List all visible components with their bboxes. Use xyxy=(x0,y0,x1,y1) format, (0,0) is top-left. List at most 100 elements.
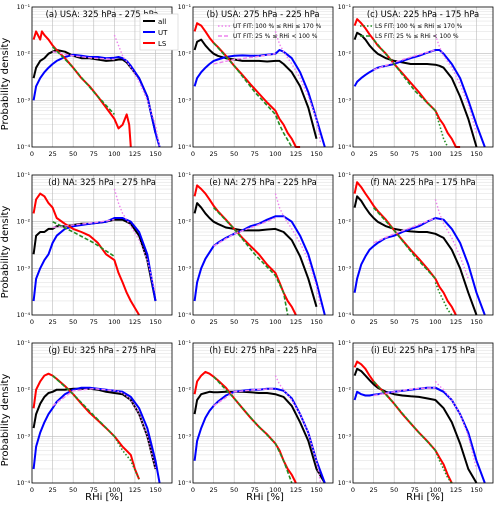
series-line-ut-fit xyxy=(213,217,276,247)
x-tick-label: 25 xyxy=(369,318,377,326)
x-tick-label: 75 xyxy=(90,318,98,326)
series-line-ls xyxy=(193,22,301,148)
series-line-ls-fit xyxy=(52,46,115,115)
series-line-ut-fit xyxy=(434,380,478,470)
x-tick-label: 75 xyxy=(251,150,259,158)
y-tick-label: 10⁻¹ xyxy=(338,4,352,11)
series-line-ut-fit xyxy=(213,388,276,407)
x-tick-label: 125 xyxy=(290,486,302,494)
y-tick-label: 10⁻¹ xyxy=(338,172,352,179)
x-tick-label: 0 xyxy=(30,150,34,158)
y-tick-label: 10⁻¹ xyxy=(17,4,31,11)
y-tick-label: 10⁻⁴ xyxy=(338,312,352,319)
series-line-ut-fit xyxy=(373,49,436,71)
x-tick-label: 75 xyxy=(90,486,98,494)
x-tick-label: 50 xyxy=(230,486,238,494)
series-line-ls-fit xyxy=(373,380,436,451)
ylabel-row-2: Probability density xyxy=(0,206,11,299)
plot-frame xyxy=(31,342,173,484)
x-tick-label: 50 xyxy=(390,486,398,494)
x-tick-label: 150 xyxy=(310,150,322,158)
y-tick-label: 10⁻² xyxy=(17,219,31,226)
legend-ut-fit: UT FIT: 100 % ≤ RHi ≤ 170 % UT FIT: 25 %… xyxy=(218,23,322,40)
x-tick-label: 0 xyxy=(191,150,195,158)
series-line-ls-fit xyxy=(213,42,293,148)
panel-7: 0 25 50 75 100 125 150 10⁻⁴ 10⁻³ 10⁻² 10⁻¹ (h) EU: … xyxy=(178,340,334,494)
y-tick-label: 10⁻² xyxy=(178,51,192,58)
y-tick-label: 10⁻¹ xyxy=(17,340,31,347)
panel-title: (g) EU: 325 hPa - 275 hPa xyxy=(48,345,155,355)
series-line-ut-fit xyxy=(52,51,115,61)
xlabel-col-1: RHi [%] xyxy=(85,492,123,503)
y-tick-label: 10⁻⁴ xyxy=(178,144,192,151)
plot-frame xyxy=(352,174,494,316)
x-tick-label: 50 xyxy=(69,150,77,158)
panel-6: 0 25 50 75 100 125 150 10⁻⁴ 10⁻³ 10⁻² 10⁻¹ (g) EU: … xyxy=(17,340,173,494)
y-tick-label: 10⁻² xyxy=(17,51,31,58)
x-tick-label: 0 xyxy=(351,150,355,158)
x-tick-label: 0 xyxy=(30,486,34,494)
series-line-ut xyxy=(353,217,486,316)
x-tick-label: 25 xyxy=(48,318,56,326)
series-line-all xyxy=(353,31,478,148)
x-tick-label: 0 xyxy=(30,318,34,326)
x-tick-label: 150 xyxy=(149,318,161,326)
x-tick-label: 150 xyxy=(470,318,482,326)
series-line-ls-fit xyxy=(373,207,436,280)
series-line-ls xyxy=(32,192,140,316)
y-tick-label: 10⁻¹ xyxy=(178,4,192,11)
panel-title: (h) EU: 275 hPa - 225 hPa xyxy=(209,345,316,355)
series-line-ut xyxy=(32,386,161,484)
panel-title: (d) NA: 325 hPa - 275 hPa xyxy=(48,177,156,187)
x-tick-label: 0 xyxy=(191,486,195,494)
x-tick-label: 150 xyxy=(470,486,482,494)
legend-main-ut: UT xyxy=(158,29,168,37)
series-line-ls-fit xyxy=(52,375,115,437)
x-tick-label: 50 xyxy=(230,318,238,326)
x-tick-label: 25 xyxy=(48,486,56,494)
y-tick-label: 10⁻² xyxy=(338,51,352,58)
series-line-ls-fit xyxy=(434,450,453,484)
y-tick-label: 10⁻³ xyxy=(338,265,352,272)
series-line-ut xyxy=(32,53,161,148)
series-line-ut xyxy=(32,217,157,302)
series-line-ut-fit xyxy=(52,388,115,407)
series-line-ut-fit xyxy=(52,219,115,229)
x-tick-label: 125 xyxy=(290,318,302,326)
y-tick-label: 10⁻⁴ xyxy=(17,144,31,151)
x-tick-label: 75 xyxy=(411,486,419,494)
series-line-ls xyxy=(353,18,461,148)
x-tick-label: 150 xyxy=(310,486,322,494)
x-tick-label: 25 xyxy=(209,150,217,158)
x-tick-label: 50 xyxy=(230,150,238,158)
x-tick-label: 100 xyxy=(269,150,281,158)
y-tick-label: 10⁻³ xyxy=(178,433,192,440)
y-tick-label: 10⁻⁴ xyxy=(17,312,31,319)
panel-4: 0 25 50 75 100 125 150 10⁻⁴ 10⁻³ 10⁻² 10⁻¹ (e) NA: … xyxy=(178,172,334,326)
xlabel-col-2: RHi [%] xyxy=(246,492,284,503)
legend-main: all UT LS xyxy=(139,13,179,51)
x-tick-label: 25 xyxy=(48,150,56,158)
y-tick-label: 10⁻³ xyxy=(17,97,31,104)
x-tick-label: 50 xyxy=(69,486,77,494)
y-tick-label: 10⁻² xyxy=(178,219,192,226)
plot-area xyxy=(193,343,333,483)
series-line-ut-fit xyxy=(113,34,161,148)
series-line-ls-fit xyxy=(113,435,140,480)
y-tick-label: 10⁻³ xyxy=(17,433,31,440)
x-tick-label: 150 xyxy=(149,150,161,158)
panel-title: (a) USA: 325 hPa - 275 hPa xyxy=(46,9,159,19)
x-tick-label: 0 xyxy=(351,318,355,326)
panel-title: (i) EU: 225 hPa - 175 hPa xyxy=(371,345,475,355)
x-tick-label: 75 xyxy=(251,486,259,494)
series-line-ls-fit xyxy=(372,39,436,112)
panel-8: 0 25 50 75 100 125 150 10⁻⁴ 10⁻³ 10⁻² 10⁻¹ (i) EU: … xyxy=(338,340,494,494)
series-line-ut-fit xyxy=(114,389,157,470)
series-line-ut xyxy=(353,49,486,148)
legend-ut-fit-low: UT FIT: 25 % ≤ RHi < 100 % xyxy=(233,33,318,40)
series-line-all xyxy=(353,367,478,484)
panel-title: (e) NA: 275 hPa - 225 hPa xyxy=(209,177,317,187)
legend-main-ls: LS xyxy=(158,40,167,48)
panel-2: 0 25 50 75 100 125 150 10⁻⁴ 10⁻³ 10⁻² 10⁻¹ (c) USA:… xyxy=(338,4,494,158)
